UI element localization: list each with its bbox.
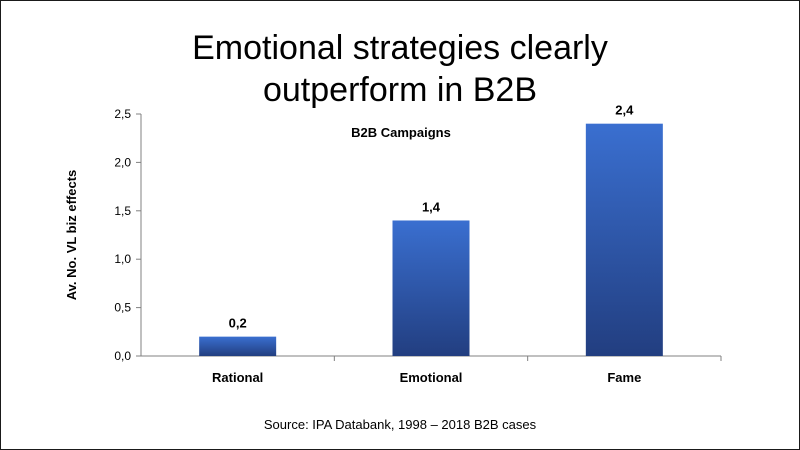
x-tick-label: Fame xyxy=(607,370,641,385)
chart-title-line-2: outperform in B2B xyxy=(262,71,538,109)
data-label: 1,4 xyxy=(422,199,441,214)
data-label: 0,2 xyxy=(229,316,247,331)
chart-title-line-1: Emotional strategies clearly xyxy=(192,29,608,67)
y-tick-label: 0,0 xyxy=(114,349,131,363)
y-tick-label: 0,5 xyxy=(114,301,131,315)
bar-emotional xyxy=(392,220,470,356)
source-note: Source: IPA Databank, 1998 – 2018 B2B ca… xyxy=(263,417,537,432)
y-tick-label: 1,0 xyxy=(114,252,131,266)
data-label: 2,4 xyxy=(615,103,634,118)
y-tick-label: 1,5 xyxy=(114,204,131,218)
chart-subtitle: B2B Campaigns xyxy=(351,125,451,140)
chart-title: Emotional strategies clearly outperform … xyxy=(1,27,799,111)
x-tick-label: Emotional xyxy=(400,370,463,385)
y-tick-label: 2,5 xyxy=(114,107,131,121)
x-tick-label: Rational xyxy=(212,370,263,385)
y-tick-label: 2,0 xyxy=(114,155,131,169)
bar-fame xyxy=(585,123,663,357)
bar-rational xyxy=(199,336,277,356)
y-axis-label: Av. No. VL biz effects xyxy=(64,170,79,301)
